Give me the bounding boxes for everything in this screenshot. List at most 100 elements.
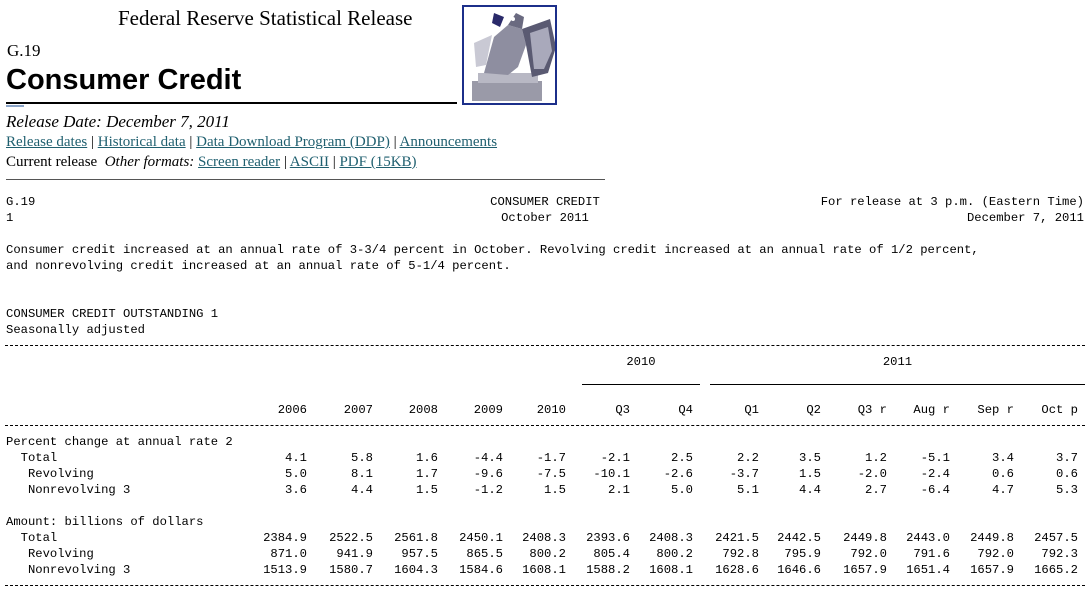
table-cell: 2.5 [671,451,693,465]
row-label: Revolving [6,467,94,481]
column-header: Q4 [678,403,693,417]
table-cell: 865.5 [466,547,503,561]
table-cell: 1.5 [416,483,438,497]
row-label: Total [6,531,58,545]
current-release-label: Current release [6,154,98,170]
table-cell: 795.9 [784,547,821,561]
table-cell: 2561.8 [394,531,438,545]
summary-line-1: Consumer credit increased at an annual r… [6,243,979,257]
table-cell: 1.6 [416,451,438,465]
table-cell: 4.7 [992,483,1014,497]
table-cell: 2393.6 [586,531,630,545]
table-cell: -1.7 [536,451,566,465]
table-cell: 2450.1 [459,531,503,545]
link-historical-data[interactable]: Historical data [97,134,186,150]
table-cell: 2449.8 [970,531,1014,545]
table-cell: -2.0 [857,467,887,481]
table-cell: 2421.5 [715,531,759,545]
report-page-number: 1 [6,211,14,225]
column-header: Q3 r [857,403,887,417]
table-cell: 2.2 [737,451,759,465]
column-header-rule [5,425,1085,426]
nav-links-row: Release dates | Historical data | Data D… [6,134,497,151]
separator: | [87,134,98,150]
row-label: Revolving [6,547,94,561]
table-cell: 2384.9 [263,531,307,545]
column-header: 2006 [277,403,307,417]
table-cell: 1584.6 [459,563,503,577]
table-cell: 1.2 [865,451,887,465]
table-cell: -4.4 [473,451,503,465]
table-cell: 1588.2 [586,563,630,577]
column-header: Aug r [913,403,950,417]
table-cell: 957.5 [401,547,438,561]
column-header: 2007 [343,403,373,417]
table-cell: 800.2 [656,547,693,561]
separator: | [328,154,340,170]
table-cell: 5.8 [351,451,373,465]
table-cell: 0.6 [1056,467,1078,481]
link-ascii[interactable]: ASCII [289,154,329,170]
separator: | [185,134,197,150]
table-cell: 805.4 [593,547,630,561]
column-header: Q1 [744,403,759,417]
section-heading: Amount: billions of dollars [6,515,204,529]
formats-row: Current release Other formats: Screen re… [6,154,417,171]
release-date-mono: December 7, 2011 [966,211,1084,225]
release-time: For release at 3 p.m. (Eastern Time) [820,195,1084,209]
release-date: Release Date: December 7, 2011 [6,112,230,131]
table-cell: -2.6 [663,467,693,481]
table-cell: -6.4 [920,483,950,497]
agency-name: Federal Reserve Statistical Release [118,6,413,30]
table-cell: 1.5 [544,483,566,497]
year-group-rule-2010 [582,384,700,385]
table-subtitle: Seasonally adjusted [6,323,145,337]
table-cell: 792.0 [977,547,1014,561]
table-cell: 1628.6 [715,563,759,577]
table-cell: 941.9 [336,547,373,561]
table-cell: 2.1 [608,483,630,497]
page-title: Consumer Credit [6,64,242,96]
table-cell: -3.7 [729,467,759,481]
table-cell: -2.4 [920,467,950,481]
link-data-download-program[interactable]: Data Download Program (DDP) [196,134,390,150]
link-screen-reader[interactable]: Screen reader [198,154,281,170]
table-cell: 3.7 [1056,451,1078,465]
other-formats-label: Other formats: [104,154,195,170]
table-cell: 4.1 [285,451,307,465]
table-cell: -1.2 [473,483,503,497]
table-cell: 3.5 [799,451,821,465]
decorative-mark [6,105,24,107]
report-title: CONSUMER CREDIT [490,195,600,209]
table-cell: 2457.5 [1034,531,1078,545]
table-cell: 2443.0 [906,531,950,545]
table-cell: -5.1 [920,451,950,465]
row-label: Total [6,451,58,465]
separator: | [389,134,400,150]
table-cell: 792.0 [850,547,887,561]
nav-divider [6,179,605,180]
table-cell: 1665.2 [1034,563,1078,577]
table-cell: 2408.3 [649,531,693,545]
table-cell: 4.4 [351,483,373,497]
column-header: 2010 [536,403,566,417]
link-announcements[interactable]: Announcements [399,134,498,150]
table-cell: 3.6 [285,483,307,497]
federal-reserve-eagle-logo [462,5,557,105]
table-cell: 1657.9 [843,563,887,577]
table-cell: 5.0 [671,483,693,497]
table-top-rule [5,345,1085,346]
table-cell: 792.3 [1041,547,1078,561]
title-divider [6,102,457,104]
table-cell: -7.5 [536,467,566,481]
year-group-2011: 2011 [882,355,913,369]
year-group-rule-2011 [710,384,1085,385]
table-cell: 791.6 [913,547,950,561]
link-pdf[interactable]: PDF (15KB) [339,154,417,170]
row-label: Nonrevolving 3 [6,483,131,497]
report-period: October 2011 [501,211,589,225]
link-release-dates[interactable]: Release dates [6,134,88,150]
table-cell: 3.4 [992,451,1014,465]
table-cell: 1.7 [416,467,438,481]
row-label: Nonrevolving 3 [6,563,131,577]
